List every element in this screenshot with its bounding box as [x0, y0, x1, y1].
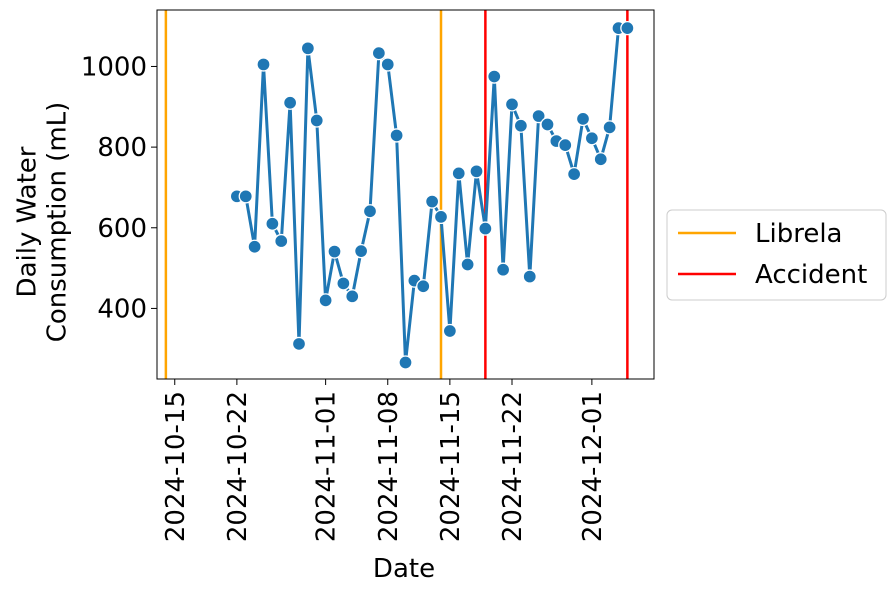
- legend-label-librela: Librela: [755, 219, 842, 249]
- data-point: [380, 57, 395, 72]
- data-point: [282, 95, 298, 110]
- data-point: [398, 355, 413, 370]
- data-point: [460, 257, 475, 272]
- series-layer: [229, 20, 635, 370]
- data-point: [371, 46, 387, 61]
- data-point: [336, 276, 351, 291]
- data-point: [442, 323, 458, 339]
- x-tick-label: 2024-11-15: [436, 391, 466, 542]
- data-point: [495, 262, 511, 277]
- x-tick-label: 2024-10-22: [223, 391, 253, 542]
- data-point: [247, 239, 262, 254]
- data-point: [540, 117, 555, 132]
- data-point: [345, 289, 360, 304]
- data-point: [300, 41, 316, 56]
- data-point: [353, 244, 369, 259]
- data-point: [238, 189, 253, 204]
- data-point: [291, 336, 307, 352]
- data-point: [602, 120, 617, 135]
- data-point: [584, 131, 600, 146]
- x-tick-label: 2024-11-22: [498, 391, 528, 542]
- data-point: [478, 221, 493, 236]
- data-point: [566, 166, 582, 182]
- data-point: [309, 113, 324, 128]
- data-point: [362, 204, 378, 219]
- data-point: [522, 269, 537, 284]
- y-tick-label: 1000: [81, 52, 147, 82]
- x-tick-label: 2024-11-01: [312, 391, 342, 542]
- data-point: [558, 137, 573, 153]
- legend: Librela Accident: [666, 209, 887, 301]
- data-point: [389, 128, 404, 143]
- data-point: [274, 233, 289, 249]
- y-axis-label-line: Daily Water: [13, 146, 43, 297]
- data-point: [469, 164, 484, 179]
- plot-frame: [156, 9, 655, 380]
- legend-label-accident: Accident: [755, 260, 867, 290]
- y-axis-label-line: Consumption (mL): [43, 102, 73, 343]
- data-point: [424, 194, 440, 209]
- data-point: [416, 279, 431, 294]
- data-point: [256, 57, 271, 72]
- x-axis-label: Date: [373, 554, 435, 584]
- y-axis: 400 600 800 1000: [81, 52, 157, 324]
- data-point: [620, 20, 635, 36]
- data-point: [433, 209, 449, 225]
- data-point: [265, 216, 280, 231]
- data-point: [575, 111, 591, 127]
- y-tick-label: 800: [97, 133, 147, 163]
- data-point: [593, 152, 608, 167]
- data-point: [531, 108, 546, 124]
- data-point: [487, 69, 502, 84]
- data-point: [504, 97, 520, 112]
- data-point: [318, 293, 333, 308]
- data-point: [513, 118, 529, 133]
- x-tick-label: 2024-12-01: [578, 391, 608, 542]
- x-axis: 2024-10-15 2024-10-22 2024-11-01 2024-11-08…: [161, 379, 608, 542]
- y-tick-label: 600: [97, 214, 147, 244]
- data-point: [451, 166, 466, 181]
- x-tick-label: 2024-11-08: [374, 391, 404, 542]
- event-lines: [164, 10, 629, 379]
- y-tick-label: 400: [97, 294, 147, 324]
- data-point: [327, 244, 342, 259]
- y-axis-label: Daily WaterConsumption (mL): [13, 102, 73, 343]
- x-tick-label: 2024-10-15: [161, 391, 191, 542]
